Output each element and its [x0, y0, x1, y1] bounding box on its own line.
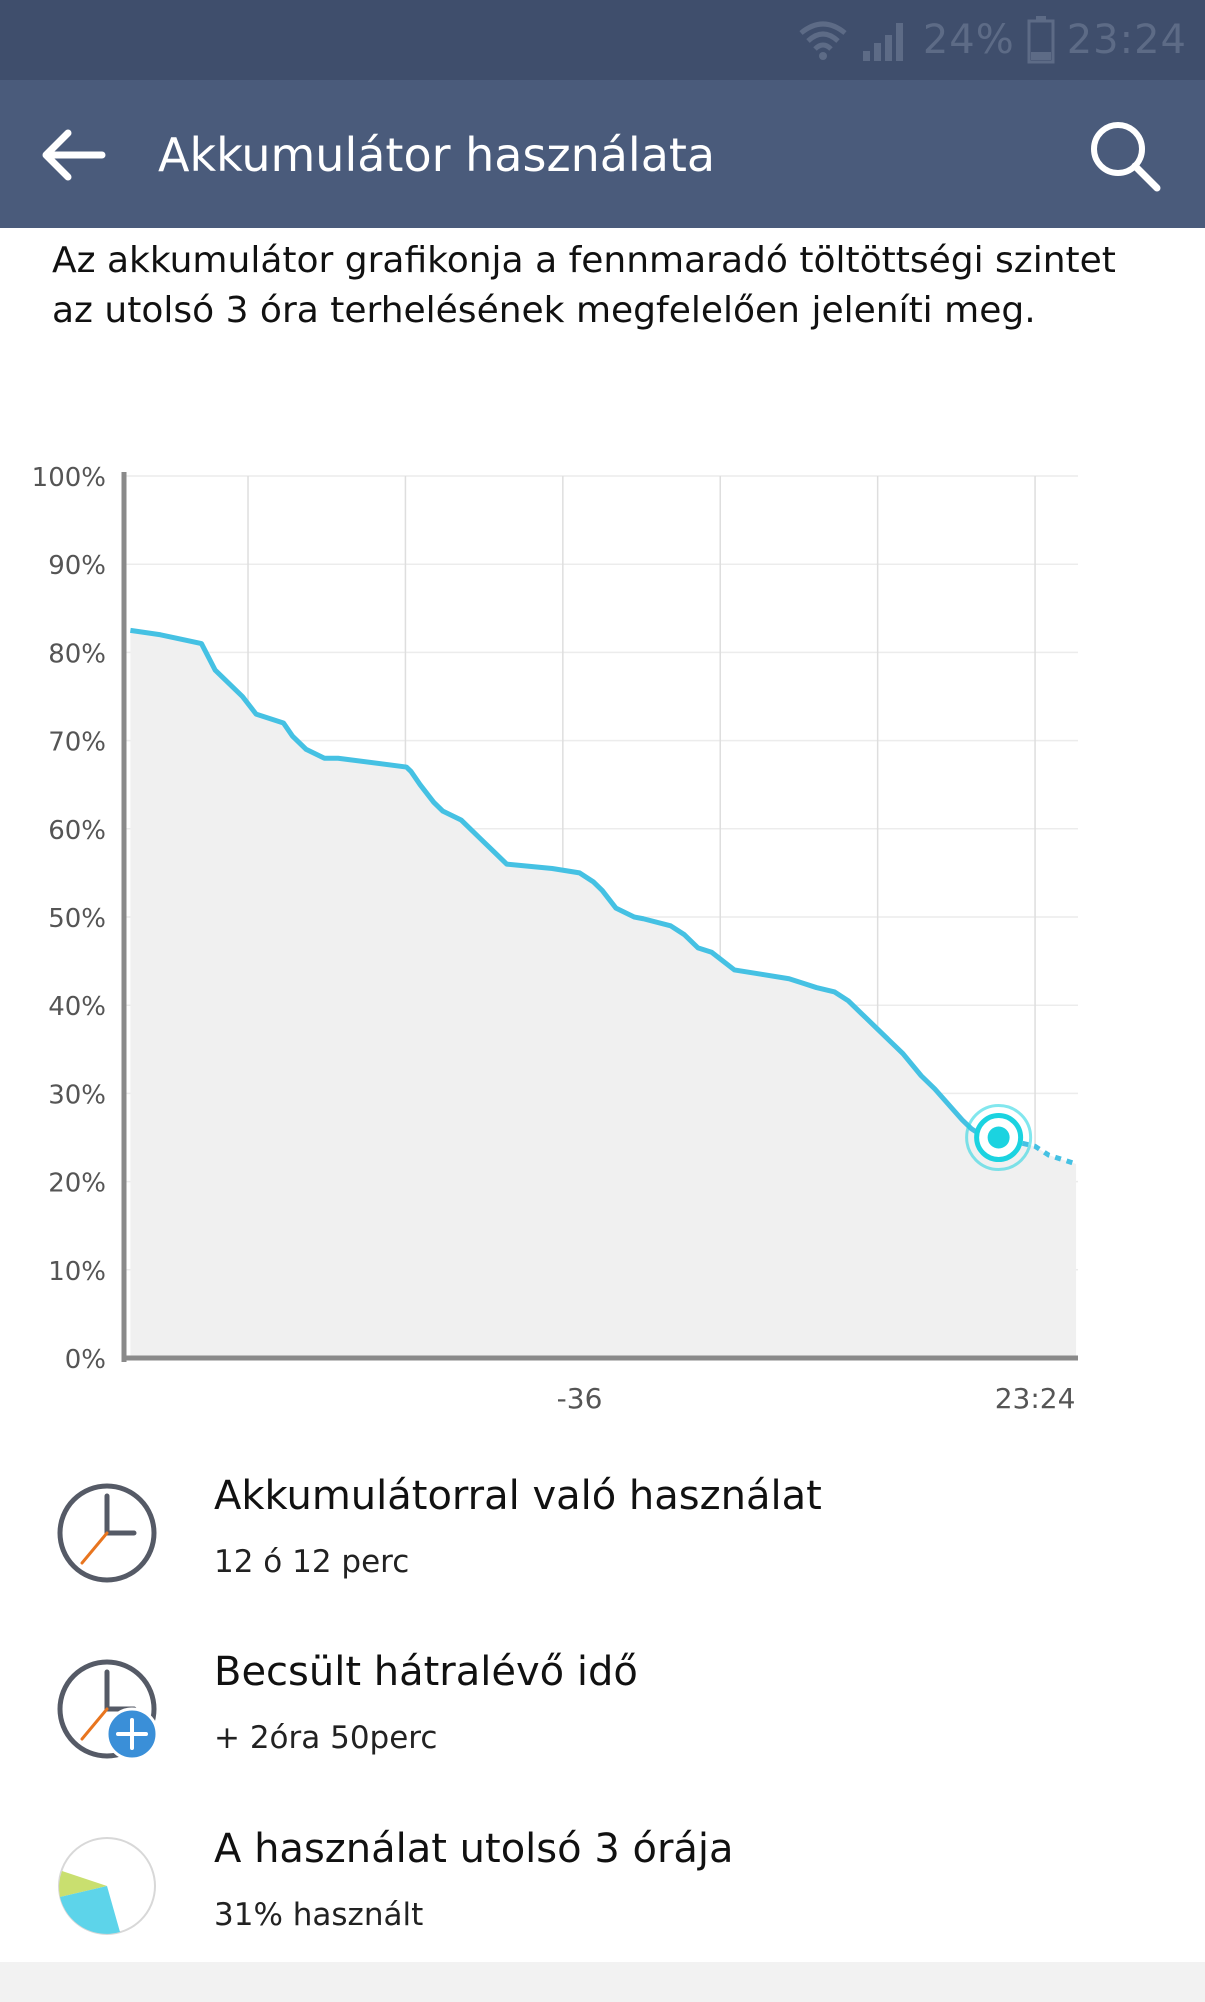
x-tick-label: 23:24: [995, 1382, 1076, 1415]
info-title: A használat utolsó 3 órája: [214, 1826, 734, 1872]
chart-area-fill: [130, 630, 1077, 1358]
search-icon[interactable]: [1085, 116, 1165, 196]
battery-chart-svg: 0% 10% 20% 30% 40% 50% 60% 70% 80% 90% 100% -36 23:2…: [32, 463, 1078, 1415]
battery-icon: [1027, 16, 1055, 64]
info-item-battery-usage[interactable]: Akkumulátorral való használat 12 ó 12 pe…: [0, 1450, 1205, 1620]
status-icons: 24% 23:24: [797, 14, 1187, 66]
info-subtitle: 31% használt: [214, 1897, 424, 1933]
y-tick-label: 60%: [48, 816, 106, 846]
y-tick-label: 70%: [48, 728, 106, 758]
clock-icon: [52, 1478, 162, 1588]
y-tick-label: 80%: [48, 639, 106, 669]
y-tick-label: 50%: [48, 904, 106, 934]
info-item-remaining-time[interactable]: Becsült hátralévő idő + 2óra 50perc: [0, 1626, 1205, 1796]
back-arrow-icon[interactable]: [38, 120, 108, 190]
status-bar: 24% 23:24: [0, 0, 1205, 80]
info-title: Becsült hátralévő idő: [214, 1649, 638, 1695]
x-tick-label: -36: [557, 1382, 603, 1415]
info-item-last-3-hours[interactable]: A használat utolsó 3 órája 31% használt: [0, 1803, 1205, 1973]
page-title: Akkumulátor használata: [158, 128, 716, 182]
y-tick-label: 0%: [65, 1345, 106, 1375]
chart-series-line: [130, 627, 1000, 1145]
app-bar: Akkumulátor használata: [0, 80, 1205, 228]
bottom-strip: [0, 1962, 1205, 2002]
signal-icon: [861, 17, 911, 63]
info-title: Akkumulátorral való használat: [214, 1473, 822, 1519]
y-tick-label: 30%: [48, 1080, 106, 1110]
y-tick-label: 90%: [48, 551, 106, 581]
pie-chart-icon: [52, 1831, 162, 1941]
chart-description: Az akkumulátor grafikonja a fennmaradó t…: [52, 240, 1116, 331]
battery-chart: 0% 10% 20% 30% 40% 50% 60% 70% 80% 90% 100% -36 23:2…: [0, 450, 1205, 1430]
battery-percent: 24%: [922, 17, 1015, 63]
current-point-marker: [987, 1126, 1010, 1149]
info-subtitle: + 2óra 50perc: [214, 1720, 438, 1756]
wifi-icon: [797, 19, 849, 61]
y-tick-label: 100%: [32, 463, 106, 493]
info-subtitle: 12 ó 12 perc: [214, 1544, 410, 1580]
clock-time: 23:24: [1066, 17, 1187, 63]
y-tick-label: 40%: [48, 992, 106, 1022]
current-point-ring-outer: [965, 1104, 1033, 1171]
y-tick-label: 20%: [48, 1169, 106, 1199]
y-tick-label: 10%: [48, 1257, 106, 1287]
clock-plus-icon: [52, 1654, 162, 1764]
